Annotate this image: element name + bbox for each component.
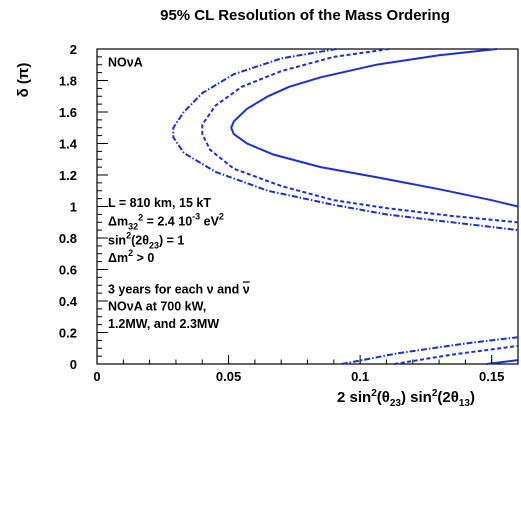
x-axis-title: 2 sin2(θ23) sin2(2θ13) [337,388,475,409]
contour-dashed-lower [394,344,519,365]
y-tick-label: 0.4 [59,294,78,309]
x-tick-label: 0.05 [216,369,241,384]
y-tick-label: 0 [70,357,77,372]
contour-dashdot-lower [341,336,519,365]
y-axis-title: δ (π) [15,63,32,98]
years-note: 3 years for each ν and ν [108,282,250,296]
curves [172,48,519,365]
contour-dashed-upper [201,48,519,224]
x-tick-label: 0 [93,369,100,384]
dm2-note: Δm2 > 0 [108,248,154,265]
y-tick-label: 0.8 [59,231,77,246]
dm32-note: Δm322 = 2.4 10-3 eV2 [108,212,224,232]
chart-title: 95% CL Resolution of the Mass Ordering [160,7,450,24]
y-tick-label: 1.6 [59,105,77,120]
power-note-line1: NOνA at 700 kW, [108,300,206,314]
y-tick-label: 1.4 [59,137,78,152]
contour-solid-upper [230,48,519,208]
y-tick-label: 1.8 [59,74,77,89]
x-tick-label: 0.1 [351,369,369,384]
experiment-label: NOνA [108,56,143,70]
y-tick-label: 0.2 [59,326,77,341]
x-axis-ticks: 0 0.05 0.1 0.15 [93,355,519,384]
x-tick-label: 0.15 [479,369,504,384]
y-tick-label: 2 [70,42,77,57]
contour-dashdot-upper [172,48,519,232]
baseline-note: L = 810 km, 15 kT [108,196,211,210]
y-tick-label: 1.2 [59,168,77,183]
y-axis-ticks: 0 0.2 0.4 0.6 0.8 1 1.2 1.4 1.6 1.8 2 [59,42,108,372]
power-note-line2: 1.2MW, and 2.3MW [108,317,219,331]
y-tick-label: 0.6 [59,263,77,278]
antineutrino-symbol: ν [243,282,250,296]
y-tick-label: 1 [70,200,77,215]
sin-theta23-note: sin2(2θ23) = 1 [108,231,184,251]
